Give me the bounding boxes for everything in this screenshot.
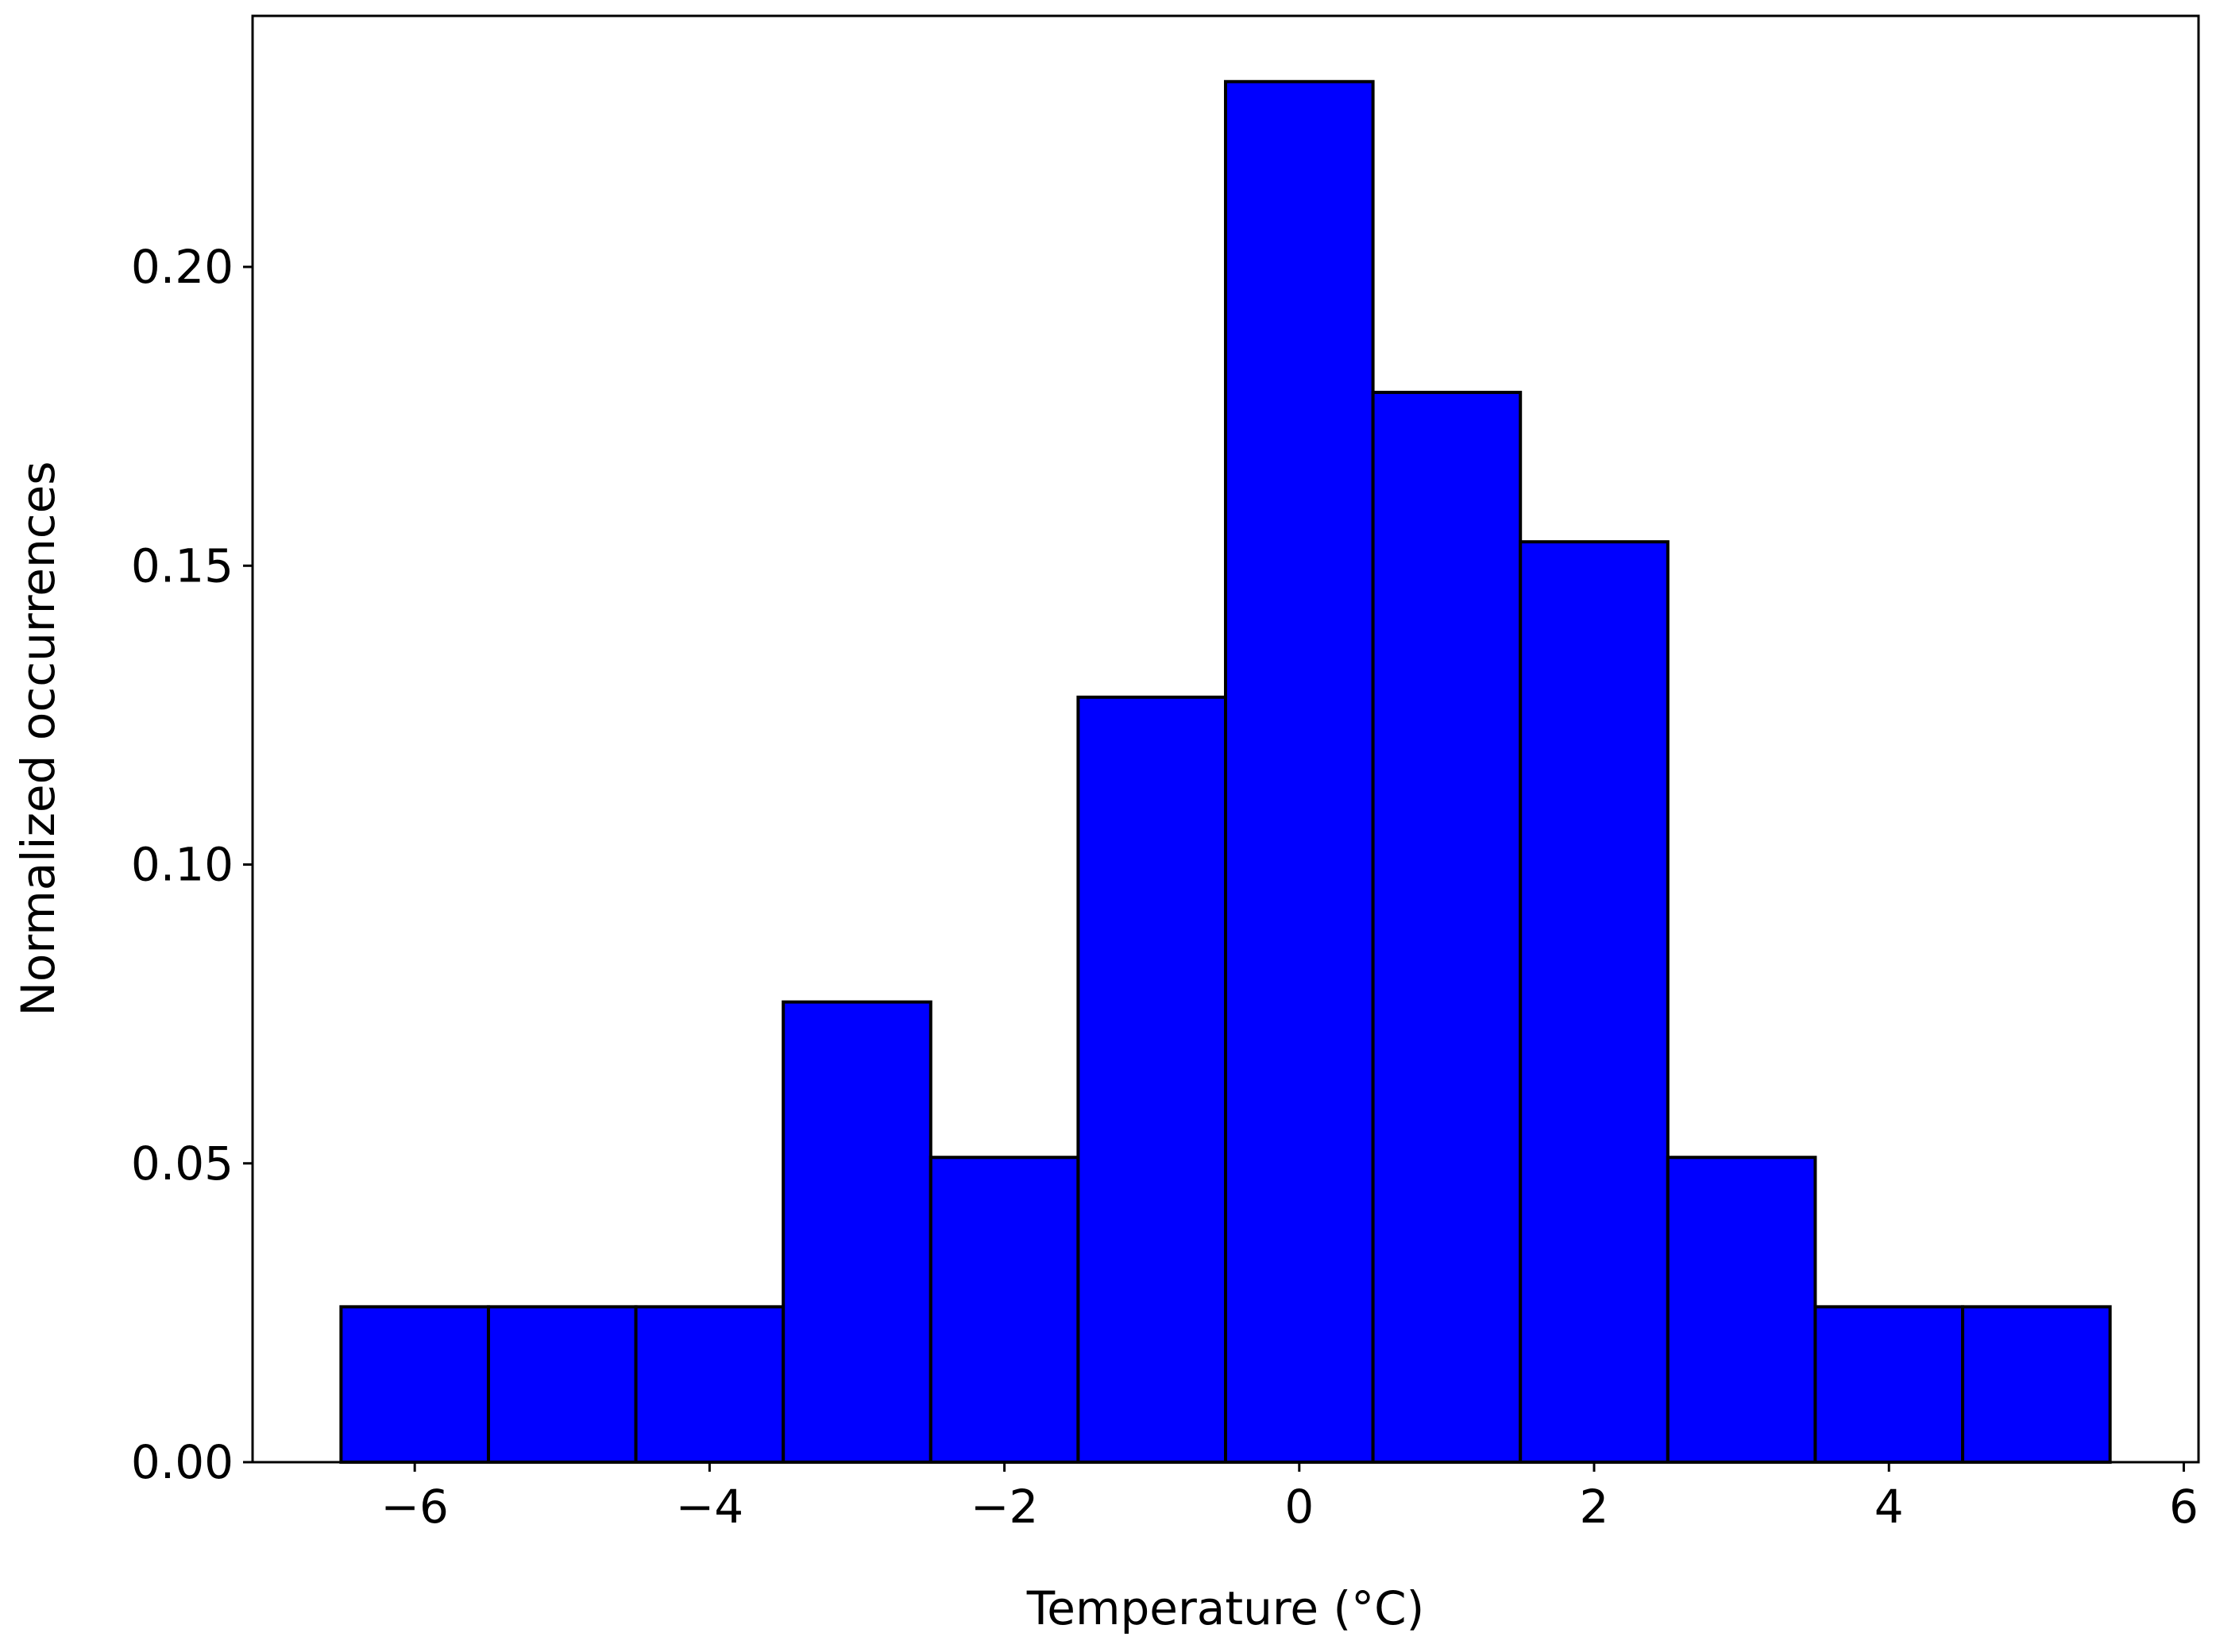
y-tick-label: 0.00 <box>131 1435 234 1489</box>
x-tick-label: 0 <box>1284 1480 1314 1534</box>
y-tick-label: 0.15 <box>131 538 234 592</box>
plot-frame <box>251 14 2200 1464</box>
y-tick-label: 0.05 <box>131 1137 234 1191</box>
x-tick-label: 6 <box>2169 1480 2199 1534</box>
x-tick-label: 4 <box>1874 1480 1904 1534</box>
bar <box>1224 79 1375 1465</box>
bar <box>1813 1305 1965 1464</box>
y-tick-label: 0.10 <box>131 838 234 892</box>
x-tick-label: −2 <box>971 1480 1039 1534</box>
bar <box>1666 1156 1817 1465</box>
bar <box>1076 695 1227 1464</box>
y-tick-label: 0.20 <box>131 240 234 294</box>
x-tick-label: −4 <box>676 1480 744 1534</box>
bar <box>486 1305 638 1464</box>
y-axis-label: Normalized occurrences <box>11 461 65 1016</box>
x-tick-label: −6 <box>380 1480 449 1534</box>
bar <box>928 1156 1080 1465</box>
bar <box>1961 1305 2112 1464</box>
bar <box>1519 540 1670 1465</box>
x-tick-label: 2 <box>1580 1480 1609 1534</box>
bar <box>782 1000 932 1465</box>
bar <box>634 1305 786 1464</box>
bar <box>339 1305 490 1464</box>
bar <box>1371 391 1523 1464</box>
x-axis-label: Temperature (°C) <box>1026 1581 1425 1635</box>
